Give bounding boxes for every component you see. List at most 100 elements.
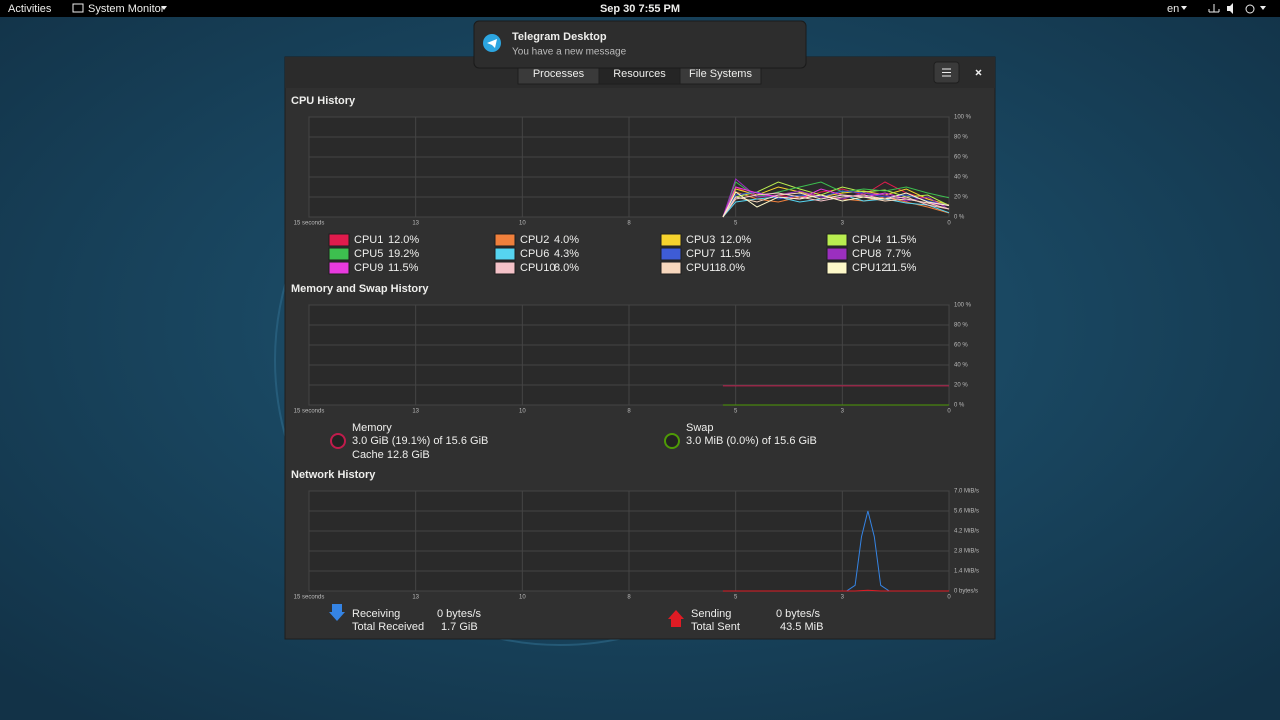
- legend-total: 1.7 GiB: [441, 621, 478, 633]
- x-tick-label: 15 seconds: [294, 409, 325, 415]
- x-tick-label: 0: [947, 409, 951, 415]
- series-line: [722, 191, 950, 218]
- legend-swatch[interactable]: [328, 233, 350, 247]
- tab-bar: Processes Resources File Systems: [517, 63, 762, 85]
- legend-name: CPU4: [852, 234, 881, 246]
- y-tick-label: 60 %: [954, 155, 968, 161]
- tab-label[interactable]: File Systems: [689, 68, 752, 80]
- telegram-plane: [487, 39, 497, 48]
- legend-name: CPU2: [520, 234, 549, 246]
- x-tick-label: 5: [734, 409, 738, 415]
- legend-swatch[interactable]: [328, 247, 350, 261]
- legend-usage: 4.0%: [554, 234, 579, 246]
- dropdown-arrow: [1181, 6, 1187, 10]
- legend-total: 43.5 MiB: [780, 621, 823, 633]
- y-tick-label: 40 %: [954, 175, 968, 181]
- legend-swatch[interactable]: [826, 247, 848, 261]
- legend-name: CPU9: [354, 262, 383, 274]
- cpu-history: CPU History 100 % 80 % 60 % 40 % 20 % 0 % 15 se…: [291, 95, 972, 275]
- y-tick-label: 0 %: [954, 215, 965, 221]
- activities[interactable]: Activities: [8, 3, 52, 15]
- y-tick-label: 5.6 MiB/s: [954, 509, 979, 515]
- y-tick-label: 0 bytes/s: [954, 589, 978, 595]
- section-title: Network History: [291, 469, 376, 481]
- legend-total-label: Total Sent: [691, 621, 740, 633]
- y-tick-label: 4.2 MiB/s: [954, 529, 979, 535]
- notification-body: You have a new message: [512, 47, 627, 58]
- legend-name: Receiving: [352, 608, 400, 620]
- network-history: Network History 7.0 MiB/s 5.6 MiB/s 4.2 MiB…: [291, 469, 979, 633]
- legend-swatch[interactable]: [826, 261, 848, 275]
- x-tick-label: 3: [841, 409, 845, 415]
- usage-pie[interactable]: [330, 433, 346, 449]
- x-tick-label: 10: [519, 221, 526, 227]
- x-tick-label: 15 seconds: [294, 595, 325, 601]
- y-tick-label: 100 %: [954, 303, 972, 309]
- legend-usage: 12.0%: [388, 234, 419, 246]
- legend-swatch[interactable]: [494, 233, 516, 247]
- legend-name: CPU7: [686, 248, 715, 260]
- legend-name: CPU5: [354, 248, 383, 260]
- dropdown-arrow: [1260, 6, 1266, 10]
- x-tick-label: 10: [519, 409, 526, 415]
- app-icon: [72, 3, 84, 13]
- y-tick-label: 7.0 MiB/s: [954, 489, 979, 495]
- notification[interactable]: [473, 20, 807, 69]
- network-icon[interactable]: [1208, 4, 1220, 13]
- x-tick-label: 13: [412, 221, 419, 227]
- legend-usage: 8.0%: [554, 262, 579, 274]
- legend-swatch[interactable]: [660, 233, 682, 247]
- clock[interactable]: Sep 30 7:55 PM: [600, 3, 680, 15]
- legend-swatch[interactable]: [494, 247, 516, 261]
- legend-name: Memory: [352, 422, 392, 434]
- tab-label[interactable]: Processes: [533, 68, 585, 80]
- y-tick-label: 40 %: [954, 363, 968, 369]
- notification-title: Telegram Desktop: [512, 31, 607, 43]
- x-tick-label: 3: [841, 221, 845, 227]
- legend-name: Swap: [686, 422, 714, 434]
- x-tick-label: 8: [627, 409, 631, 415]
- legend-usage: 11.5%: [886, 234, 917, 246]
- tab-label[interactable]: Resources: [613, 68, 666, 80]
- usage-pie[interactable]: [664, 433, 680, 449]
- legend-usage: 11.5%: [388, 262, 419, 274]
- series-line: [722, 510, 949, 592]
- legend-usage: 7.7%: [886, 248, 911, 260]
- legend-detail: 3.0 GiB (19.1%) of 15.6 GiB: [352, 435, 488, 447]
- close-button[interactable]: [975, 69, 982, 76]
- legend-name: CPU1: [354, 234, 383, 246]
- legend-name: CPU10: [520, 262, 555, 274]
- y-tick-label: 0 %: [954, 403, 965, 409]
- section-title: Memory and Swap History: [291, 283, 429, 295]
- x-tick-label: 0: [947, 221, 951, 227]
- y-tick-label: 80 %: [954, 135, 968, 141]
- y-tick-label: 20 %: [954, 195, 968, 201]
- app-menu[interactable]: System Monitor: [88, 3, 165, 15]
- x-tick-label: 13: [412, 409, 419, 415]
- legend-rate: 0 bytes/s: [776, 608, 821, 620]
- legend-swatch[interactable]: [328, 261, 350, 275]
- dropdown-arrow: [161, 6, 167, 10]
- x-tick-label: 13: [412, 595, 419, 601]
- legend-swatch[interactable]: [660, 261, 682, 275]
- x-tick-label: 5: [734, 595, 738, 601]
- legend-rate: 0 bytes/s: [437, 608, 482, 620]
- series-line: [722, 192, 950, 218]
- legend-swatch[interactable]: [494, 261, 516, 275]
- legend-name: CPU3: [686, 234, 715, 246]
- power-icon[interactable]: [1245, 4, 1255, 14]
- legend-usage: 19.2%: [388, 248, 419, 260]
- volume-icon[interactable]: [1227, 3, 1233, 14]
- x-tick-label: 8: [627, 595, 631, 601]
- language[interactable]: en: [1167, 3, 1179, 15]
- legend-usage: 8.0%: [720, 262, 745, 274]
- legend-swatch[interactable]: [826, 233, 848, 247]
- legend-usage: 12.0%: [720, 234, 751, 246]
- x-tick-label: 10: [519, 595, 526, 601]
- legend-swatch[interactable]: [660, 247, 682, 261]
- x-tick-label: 3: [841, 595, 845, 601]
- legend-name: CPU6: [520, 248, 549, 260]
